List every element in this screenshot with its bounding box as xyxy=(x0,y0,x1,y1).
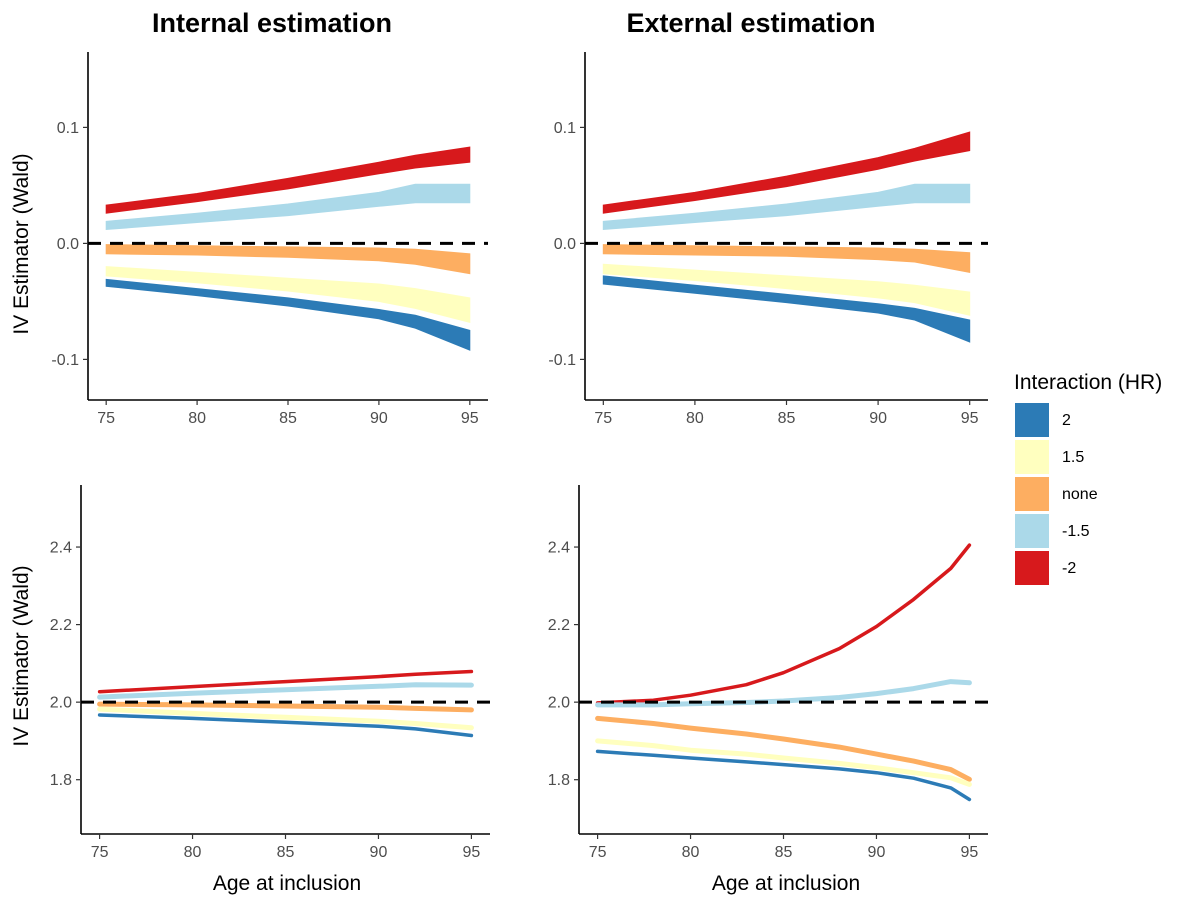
x-tick-label: 90 xyxy=(869,410,887,427)
legend-label: -1.5 xyxy=(1062,523,1090,540)
x-axis-title-right: Age at inclusion xyxy=(712,872,860,895)
x-tick-label: 90 xyxy=(370,410,388,427)
legend: Interaction (HR) 2 1.5 none -1.5 -2 xyxy=(1014,371,1162,585)
x-tick-label: 75 xyxy=(594,410,612,427)
legend-swatch xyxy=(1015,551,1049,585)
series-band--2 xyxy=(602,131,971,214)
series-line-none xyxy=(97,701,474,713)
y-tick-label: 2.2 xyxy=(548,617,570,634)
y-tick-label: -0.1 xyxy=(548,352,576,369)
panel-external-top: 75 80 85 90 95 -0.1 0.0 0.1 xyxy=(548,52,988,427)
series-band-none xyxy=(602,244,971,274)
x-tick-label: 95 xyxy=(463,844,481,861)
x-tick-label: 95 xyxy=(961,844,979,861)
x-tick-label: 85 xyxy=(778,410,796,427)
column-title-internal: Internal estimation xyxy=(152,8,392,38)
panel-external-bottom: 75 80 85 90 95 1.8 2.0 2.2 2.4 xyxy=(548,485,988,861)
legend-label: 1.5 xyxy=(1062,449,1084,466)
series-band-1.5 xyxy=(602,263,971,316)
x-tick-label: 85 xyxy=(775,844,793,861)
y-tick-label: 2.4 xyxy=(548,540,570,557)
y-tick-label: 0.0 xyxy=(554,236,576,253)
series-line--1.5 xyxy=(595,679,972,708)
x-tick-label: 75 xyxy=(91,844,109,861)
y-tick-label: 0.0 xyxy=(57,236,79,253)
y-tick-label: 2.0 xyxy=(50,695,72,712)
legend-swatch xyxy=(1015,440,1049,474)
y-tick-label: 2.0 xyxy=(548,695,570,712)
series-line-2 xyxy=(595,749,972,802)
series-line-none xyxy=(595,715,972,782)
y-tick-label: 2.2 xyxy=(50,617,72,634)
legend-swatch xyxy=(1015,403,1049,437)
y-tick-label: 2.4 xyxy=(50,540,72,557)
x-tick-label: 85 xyxy=(279,410,297,427)
y-axis-title-top: IV Estimator (Wald) xyxy=(10,153,33,334)
series-band-2 xyxy=(602,275,971,343)
y-tick-label: 1.8 xyxy=(50,772,72,789)
x-tick-label: 85 xyxy=(277,844,295,861)
panel-internal-top: 75 80 85 90 95 -0.1 0.0 0.1 xyxy=(51,52,488,427)
y-tick-label: 0.1 xyxy=(57,120,79,137)
x-tick-label: 75 xyxy=(97,410,115,427)
series-band--1.5 xyxy=(105,183,471,231)
series-band-2 xyxy=(105,278,471,351)
x-tick-label: 95 xyxy=(461,410,479,427)
legend-title: Interaction (HR) xyxy=(1014,371,1162,394)
column-title-external: External estimation xyxy=(626,8,875,38)
y-tick-label: 1.8 xyxy=(548,772,570,789)
x-tick-label: 80 xyxy=(188,410,206,427)
legend-label: 2 xyxy=(1062,412,1071,429)
series-band-1.5 xyxy=(105,266,471,323)
x-tick-label: 95 xyxy=(961,410,979,427)
x-tick-label: 75 xyxy=(589,844,607,861)
y-tick-label: -0.1 xyxy=(51,352,79,369)
series-band--1.5 xyxy=(602,183,971,231)
panel-internal-bottom: 75 80 85 90 95 1.8 2.0 2.2 2.4 xyxy=(50,485,490,861)
x-tick-label: 80 xyxy=(184,844,202,861)
series-line--2 xyxy=(595,543,972,705)
series-band--2 xyxy=(105,146,471,214)
x-tick-label: 80 xyxy=(686,410,704,427)
series-line-2 xyxy=(97,713,474,738)
legend-label: none xyxy=(1062,486,1098,503)
x-tick-label: 90 xyxy=(370,844,388,861)
series-line-1.5 xyxy=(97,706,474,731)
series-band-none xyxy=(105,244,471,275)
x-tick-label: 80 xyxy=(682,844,700,861)
legend-label: -2 xyxy=(1062,560,1076,577)
y-tick-label: 0.1 xyxy=(554,120,576,137)
y-axis-title-bottom: IV Estimator (Wald) xyxy=(10,565,33,746)
x-axis-title-left: Age at inclusion xyxy=(213,872,361,895)
series-line-1.5 xyxy=(595,738,972,787)
series-line--1.5 xyxy=(97,682,474,700)
legend-swatch xyxy=(1015,477,1049,511)
x-tick-label: 90 xyxy=(868,844,886,861)
series-line--2 xyxy=(97,669,474,694)
legend-swatch xyxy=(1015,514,1049,548)
